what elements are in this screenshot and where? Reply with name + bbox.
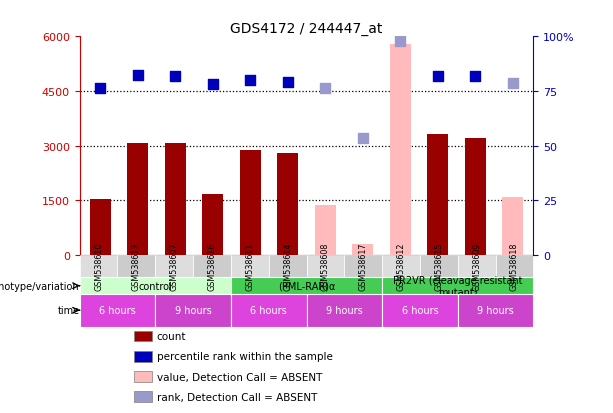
Bar xyxy=(80,255,118,278)
Bar xyxy=(134,371,152,382)
Text: 9 hours: 9 hours xyxy=(175,306,211,316)
Bar xyxy=(240,151,261,255)
Text: 9 hours: 9 hours xyxy=(326,306,363,316)
Bar xyxy=(315,205,335,255)
Bar xyxy=(382,255,420,278)
Bar xyxy=(420,255,458,278)
Bar xyxy=(134,331,152,342)
Bar xyxy=(268,255,306,278)
Bar xyxy=(202,194,223,255)
Bar xyxy=(231,278,382,294)
Text: GSM538615: GSM538615 xyxy=(434,242,443,291)
Text: control: control xyxy=(139,281,172,291)
Bar xyxy=(165,143,186,255)
Text: GSM538616: GSM538616 xyxy=(207,242,216,291)
Point xyxy=(133,73,143,79)
Bar xyxy=(306,294,382,327)
Bar xyxy=(134,392,152,402)
Bar xyxy=(155,294,231,327)
Text: 6 hours: 6 hours xyxy=(250,306,287,316)
Bar xyxy=(128,143,148,255)
Point xyxy=(170,74,180,81)
Bar xyxy=(458,255,495,278)
Point xyxy=(470,74,480,81)
Bar xyxy=(80,278,231,294)
Point xyxy=(508,81,517,88)
Point xyxy=(433,74,443,81)
Text: count: count xyxy=(157,331,186,341)
Bar xyxy=(155,255,193,278)
Point xyxy=(208,82,218,88)
Text: GSM538607: GSM538607 xyxy=(170,242,179,291)
Bar xyxy=(193,255,231,278)
Bar xyxy=(382,294,458,327)
Bar xyxy=(231,255,268,278)
Text: GSM538617: GSM538617 xyxy=(359,242,368,291)
Text: time: time xyxy=(58,306,80,316)
Bar xyxy=(231,294,306,327)
Bar xyxy=(118,255,155,278)
Point xyxy=(96,85,105,92)
Point xyxy=(395,38,405,45)
Text: rank, Detection Call = ABSENT: rank, Detection Call = ABSENT xyxy=(157,392,317,402)
Text: 6 hours: 6 hours xyxy=(99,306,136,316)
Text: GSM538618: GSM538618 xyxy=(510,242,519,291)
Bar xyxy=(503,198,523,255)
Text: genotype/variation: genotype/variation xyxy=(0,281,80,291)
Text: GSM538609: GSM538609 xyxy=(472,242,481,291)
Text: GSM538612: GSM538612 xyxy=(397,242,406,291)
Bar xyxy=(278,154,298,255)
Text: value, Detection Call = ABSENT: value, Detection Call = ABSENT xyxy=(157,372,322,382)
Bar xyxy=(352,244,373,255)
Bar xyxy=(390,45,411,255)
Bar xyxy=(90,200,110,255)
Bar xyxy=(382,278,533,294)
Text: GSM538610: GSM538610 xyxy=(94,242,103,291)
Title: GDS4172 / 244447_at: GDS4172 / 244447_at xyxy=(230,22,383,36)
Text: 6 hours: 6 hours xyxy=(402,306,438,316)
Point xyxy=(358,135,368,142)
Bar xyxy=(345,255,382,278)
Text: GSM538613: GSM538613 xyxy=(132,242,141,291)
Point xyxy=(321,85,330,92)
Point xyxy=(283,79,292,86)
Bar xyxy=(134,351,152,362)
Text: percentile rank within the sample: percentile rank within the sample xyxy=(157,351,333,361)
Bar xyxy=(495,255,533,278)
Text: 9 hours: 9 hours xyxy=(477,306,514,316)
Bar xyxy=(80,294,155,327)
Text: (PML-RAR)α: (PML-RAR)α xyxy=(278,281,335,291)
Bar xyxy=(465,139,485,255)
Text: PR2VR (cleavage resistant
mutant): PR2VR (cleavage resistant mutant) xyxy=(393,275,522,297)
Bar xyxy=(458,294,533,327)
Text: GSM538614: GSM538614 xyxy=(283,242,292,291)
Text: GSM538608: GSM538608 xyxy=(321,242,330,291)
Bar xyxy=(427,135,448,255)
Text: GSM538611: GSM538611 xyxy=(245,242,254,291)
Point xyxy=(245,78,255,84)
Bar xyxy=(306,255,345,278)
